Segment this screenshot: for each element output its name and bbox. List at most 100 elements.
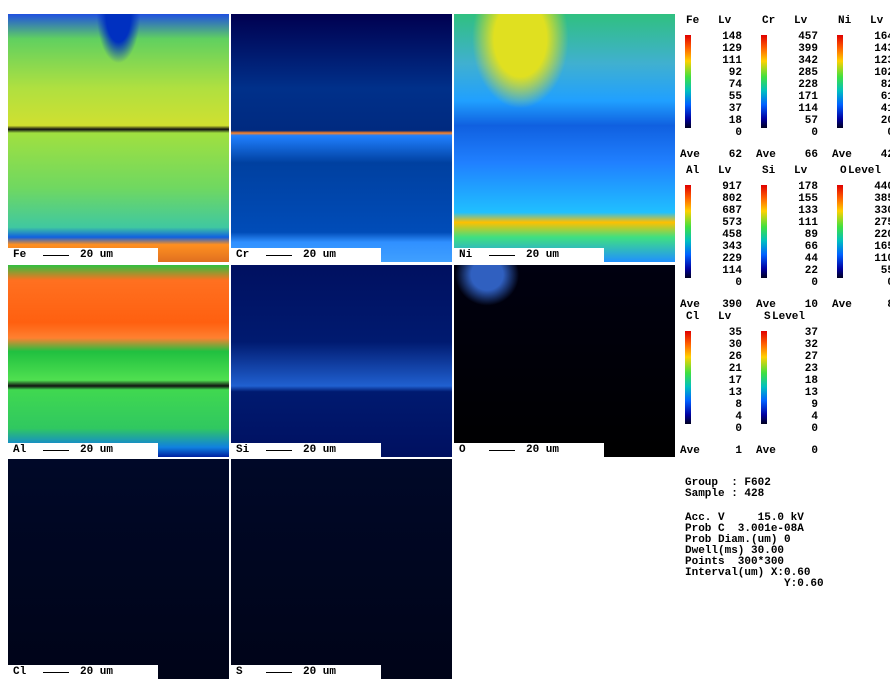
- scale-text: 20 um: [526, 249, 560, 261]
- scale-bar: [43, 672, 69, 673]
- ave-label: Ave: [680, 149, 700, 161]
- legend-element: Cl: [686, 311, 700, 323]
- level-value: 21: [728, 363, 742, 375]
- ave-value: 0: [811, 445, 818, 457]
- level-value: 343: [722, 241, 742, 253]
- condition-line: Interval(um) X:0.60: [685, 567, 811, 579]
- element-name: Ni: [459, 249, 473, 261]
- legend-element: S: [764, 311, 771, 323]
- scale-bar: [266, 255, 292, 256]
- element-map: Fe 20 um: [8, 14, 229, 262]
- level-value: 4: [735, 411, 742, 423]
- element-map: Al 20 um: [8, 265, 229, 457]
- level-value: 66: [804, 241, 818, 253]
- level-value: 55: [880, 265, 890, 277]
- level-value: 0: [735, 127, 742, 139]
- condition-line: Dwell(ms) 30.00: [685, 545, 785, 557]
- level-value: 89: [804, 229, 818, 241]
- color-bar: [837, 35, 843, 128]
- level-value: 13: [804, 387, 818, 399]
- level-value: 165: [874, 241, 890, 253]
- legend-header: Lv: [718, 311, 732, 323]
- legend-header: Lv: [794, 15, 808, 27]
- level-value: 27: [804, 351, 818, 363]
- level-value: 92: [728, 67, 742, 79]
- ave-value: 66: [804, 149, 818, 161]
- level-value: 18: [804, 375, 818, 387]
- element-name: Cl: [13, 666, 27, 678]
- level-value: 133: [798, 205, 818, 217]
- condition-line: Points 300*300: [685, 556, 785, 568]
- level-value: 275: [874, 217, 890, 229]
- element-name: Al: [13, 444, 27, 456]
- level-value: 687: [722, 205, 742, 217]
- level-value: 111: [798, 217, 818, 229]
- scale-bar: [489, 450, 515, 451]
- level-value: 399: [798, 43, 818, 55]
- level-value: 26: [728, 351, 742, 363]
- level-value: 0: [862, 278, 890, 289]
- level-value: 917: [722, 181, 742, 193]
- level-value: 18: [728, 115, 742, 127]
- level-value: 37: [728, 103, 742, 115]
- level-value: 110: [874, 253, 890, 265]
- level-value: 44: [804, 253, 818, 265]
- legend-element: Si: [762, 165, 776, 177]
- level-value: 0: [811, 423, 818, 435]
- map-label: Al 20 um: [8, 443, 158, 457]
- level-value: 74: [728, 79, 742, 91]
- map-label: S 20 um: [231, 665, 381, 679]
- level-value: 0: [811, 127, 818, 139]
- level-value: 164: [874, 31, 890, 43]
- element-map: O 20 um: [454, 265, 675, 457]
- element-map: Cl 20 um: [8, 459, 229, 679]
- interval-y: Y:0.60: [784, 578, 824, 590]
- legend-header: Lv: [870, 15, 884, 27]
- level-value: 61: [880, 91, 890, 103]
- legend-header: Lv: [794, 165, 808, 177]
- scale-text: 20 um: [303, 444, 337, 456]
- ave-value: 42: [880, 149, 890, 161]
- level-value: 57: [804, 115, 818, 127]
- element-name: Fe: [13, 249, 27, 261]
- level-value: 102: [874, 67, 890, 79]
- level-value: 114: [722, 265, 742, 277]
- element-name: Si: [236, 444, 250, 456]
- scale-text: 20 um: [80, 444, 114, 456]
- level-value: 9: [811, 399, 818, 411]
- color-bar: [685, 331, 691, 424]
- element-name: Cr: [236, 249, 250, 261]
- level-value: 4: [811, 411, 818, 423]
- level-value: 8: [735, 399, 742, 411]
- level-value: 228: [798, 79, 818, 91]
- level-value: 114: [798, 103, 818, 115]
- level-value: 32: [804, 339, 818, 351]
- color-bar: [761, 185, 767, 278]
- color-bar: [685, 35, 691, 128]
- level-value: 440: [874, 181, 890, 193]
- level-value: 178: [798, 181, 818, 193]
- level-value: 123: [874, 55, 890, 67]
- ave-value: 1: [735, 445, 742, 457]
- legend-element: O: [840, 165, 847, 177]
- sample-line: Sample : 428: [685, 488, 765, 500]
- ave-value: 390: [722, 299, 742, 311]
- level-value: 17: [728, 375, 742, 387]
- level-value: 0: [735, 423, 742, 435]
- scale-bar: [43, 450, 69, 451]
- color-bar: [761, 35, 767, 128]
- condition-line: Acc. V 15.0 kV: [685, 512, 804, 524]
- legend-header: Level: [772, 311, 806, 323]
- ave-label: Ave: [756, 299, 776, 311]
- legend-header: Level: [848, 165, 882, 177]
- level-value: 385: [874, 193, 890, 205]
- ave-label: Ave: [680, 445, 700, 457]
- level-value: 229: [722, 253, 742, 265]
- level-value: 285: [798, 67, 818, 79]
- scale-bar: [266, 672, 292, 673]
- level-value: 129: [722, 43, 742, 55]
- level-value: 13: [728, 387, 742, 399]
- element-map: S 20 um: [231, 459, 452, 679]
- level-value: 0: [862, 128, 890, 139]
